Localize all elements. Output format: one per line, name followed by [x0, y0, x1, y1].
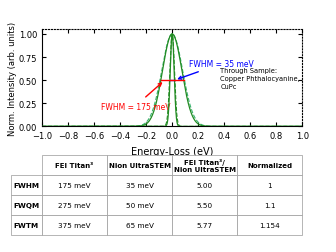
Text: FWHM = 35 meV: FWHM = 35 meV	[178, 60, 254, 80]
Text: Through Sample:
Copper Phthalocyanine,
CuPc: Through Sample: Copper Phthalocyanine, C…	[220, 68, 300, 90]
Text: FWHM = 175 meV: FWHM = 175 meV	[100, 84, 170, 111]
Y-axis label: Norm. Intensity (arb. units): Norm. Intensity (arb. units)	[8, 22, 17, 135]
X-axis label: Energy-Loss (eV): Energy-Loss (eV)	[131, 146, 213, 156]
